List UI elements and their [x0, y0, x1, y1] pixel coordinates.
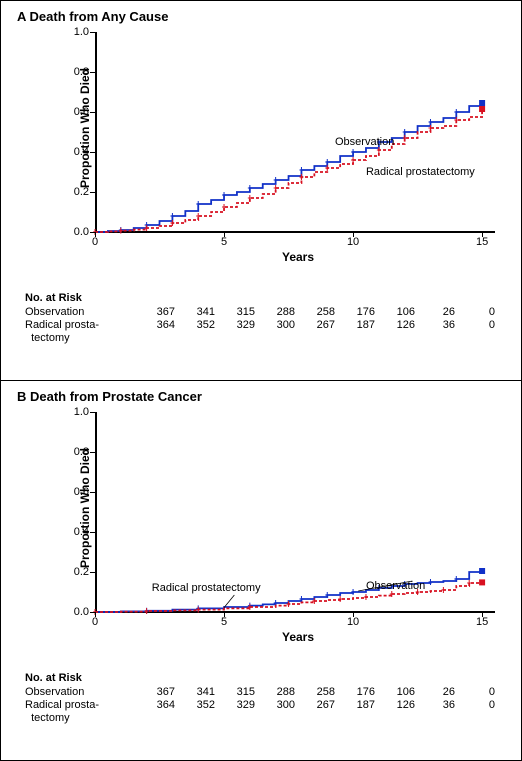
ytick: 0.2: [74, 186, 89, 198]
risk-cell: 26: [415, 686, 455, 699]
risk-cell: 300: [255, 319, 295, 332]
risk-cell: 0: [455, 699, 495, 712]
risk-cell: 367: [135, 306, 175, 319]
risk-row-label: Radical prosta- tectomy: [25, 319, 135, 345]
risk-row: Observation367341315288258176106260: [25, 306, 511, 319]
panel-a-title: A Death from Any Cause: [11, 9, 511, 24]
panel-a-xlabel: Years: [282, 250, 314, 264]
ytick: 0.6: [74, 486, 89, 498]
series-label: Radical prostatectomy: [366, 166, 475, 178]
risk-cell: 267: [295, 319, 335, 332]
panel-b-ylabel: Proportion Who Died: [78, 448, 92, 568]
risk-cell: 0: [455, 306, 495, 319]
risk-cell: 176: [335, 686, 375, 699]
panel-b-chart: Proportion Who Died Observation Radical p…: [21, 408, 501, 668]
ytick: 0.8: [74, 66, 89, 78]
ytick: 0.8: [74, 446, 89, 458]
xtick: 15: [476, 236, 488, 248]
series-label: Observation: [366, 580, 425, 592]
panel-a-plot: Observation Radical prostatectomy: [95, 32, 501, 232]
panel-a-risk-rows: Observation367341315288258176106260Radic…: [25, 306, 511, 346]
risk-row-label: Observation: [25, 686, 135, 699]
ytick: 0.6: [74, 106, 89, 118]
panel-a-risk: No. at Risk Observation36734131528825817…: [11, 292, 511, 346]
risk-cell: 187: [335, 319, 375, 332]
risk-row: Radical prosta- tectomy36435232930026718…: [25, 699, 511, 725]
panel-b-risk: No. at Risk Observation36734131528825817…: [11, 672, 511, 726]
ytick: 0.4: [74, 526, 89, 538]
series-label: Observation: [335, 136, 394, 148]
xtick: 5: [221, 236, 227, 248]
risk-cell: 341: [175, 306, 215, 319]
risk-cell: 329: [215, 699, 255, 712]
risk-cell: 0: [455, 686, 495, 699]
panel-b-plot: Observation Radical prostatectomy: [95, 412, 501, 612]
risk-row-label: Radical prosta- tectomy: [25, 699, 135, 725]
risk-cell: 288: [255, 306, 295, 319]
risk-cell: 267: [295, 699, 335, 712]
ytick: 1.0: [74, 406, 89, 418]
panel-b-risk-title: No. at Risk: [25, 672, 511, 684]
panel-a-ylabel: Proportion Who Died: [78, 68, 92, 188]
ytick: 0.2: [74, 566, 89, 578]
panel-b: B Death from Prostate Cancer Proportion …: [1, 381, 521, 759]
risk-cell: 187: [335, 699, 375, 712]
risk-cell: 300: [255, 699, 295, 712]
panel-b-risk-rows: Observation367341315288258176106260Radic…: [25, 686, 511, 726]
risk-cell: 26: [415, 306, 455, 319]
panel-a: A Death from Any Cause Proportion Who Di…: [1, 1, 521, 381]
xtick: 5: [221, 616, 227, 628]
panel-b-title: B Death from Prostate Cancer: [11, 389, 511, 404]
risk-cell: 352: [175, 319, 215, 332]
ytick: 0.4: [74, 146, 89, 158]
ytick: 0.0: [74, 226, 89, 238]
risk-cell: 352: [175, 699, 215, 712]
ytick: 1.0: [74, 26, 89, 38]
risk-cell: 126: [375, 319, 415, 332]
risk-cell: 126: [375, 699, 415, 712]
risk-row: Observation367341315288258176106260: [25, 686, 511, 699]
risk-cell: 258: [295, 306, 335, 319]
panel-a-risk-title: No. at Risk: [25, 292, 511, 304]
xtick: 0: [92, 236, 98, 248]
xtick: 15: [476, 616, 488, 628]
xtick: 0: [92, 616, 98, 628]
xtick: 10: [347, 616, 359, 628]
risk-cell: 364: [135, 699, 175, 712]
panel-b-xlabel: Years: [282, 630, 314, 644]
risk-cell: 367: [135, 686, 175, 699]
xtick: 10: [347, 236, 359, 248]
risk-cell: 341: [175, 686, 215, 699]
risk-cell: 258: [295, 686, 335, 699]
panel-a-chart: Proportion Who Died Observation Radical p…: [21, 28, 501, 288]
risk-cell: 364: [135, 319, 175, 332]
risk-cell: 315: [215, 686, 255, 699]
risk-cell: 0: [455, 319, 495, 332]
risk-cell: 315: [215, 306, 255, 319]
panel-a-svg: [95, 32, 501, 232]
risk-cell: 106: [375, 306, 415, 319]
ytick: 0.0: [74, 606, 89, 618]
risk-cell: 106: [375, 686, 415, 699]
risk-cell: 176: [335, 306, 375, 319]
risk-cell: 36: [415, 319, 455, 332]
risk-cell: 329: [215, 319, 255, 332]
risk-cell: 36: [415, 699, 455, 712]
series-label: Radical prostatectomy: [152, 582, 261, 594]
risk-row-label: Observation: [25, 306, 135, 319]
risk-cell: 288: [255, 686, 295, 699]
risk-row: Radical prosta- tectomy36435232930026718…: [25, 319, 511, 345]
figure-container: A Death from Any Cause Proportion Who Di…: [0, 0, 522, 761]
